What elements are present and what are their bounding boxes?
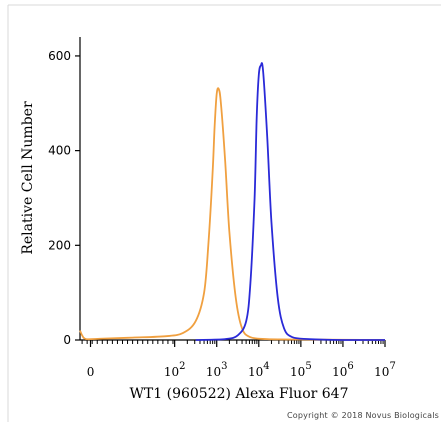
series-layer: [79, 62, 386, 341]
y-axis-label: Relative Cell Number: [20, 101, 36, 255]
x-tick-label-4: 105: [290, 361, 312, 379]
x-major-ticks: 0 102 103 104 105 106 107: [87, 340, 396, 379]
y-tick-label-1: 200: [48, 238, 71, 252]
x-tick-label-6: 107: [374, 361, 396, 379]
copyright-text: Copyright © 2018 Novus Biologicals: [287, 411, 439, 420]
y-ticks: 0 200 400 600: [48, 49, 80, 347]
x-tick-exponent-3: 4: [263, 361, 269, 372]
series-line-0: [79, 87, 386, 341]
x-tick-exponent-2: 3: [221, 361, 227, 372]
x-tick-exponent-6: 7: [389, 361, 395, 372]
x-tick-exponent-5: 6: [347, 361, 353, 372]
y-tick-label-2: 400: [48, 144, 71, 158]
x-tick-label-2: 103: [206, 361, 228, 379]
x-tick-label-0: 0: [87, 365, 95, 379]
series-line-1: [195, 62, 385, 341]
x-axis-label: WT1 (960522) Alexa Fluor 647: [130, 386, 349, 402]
x-tick-exponent-1: 2: [179, 361, 185, 372]
y-tick-label-3: 600: [48, 49, 71, 63]
x-tick-label-1: 102: [164, 361, 186, 379]
x-tick-label-5: 106: [332, 361, 354, 379]
y-tick-label-0: 0: [63, 333, 71, 347]
x-tick-exponent-4: 5: [305, 361, 311, 372]
x-tick-label-3: 104: [248, 361, 270, 379]
